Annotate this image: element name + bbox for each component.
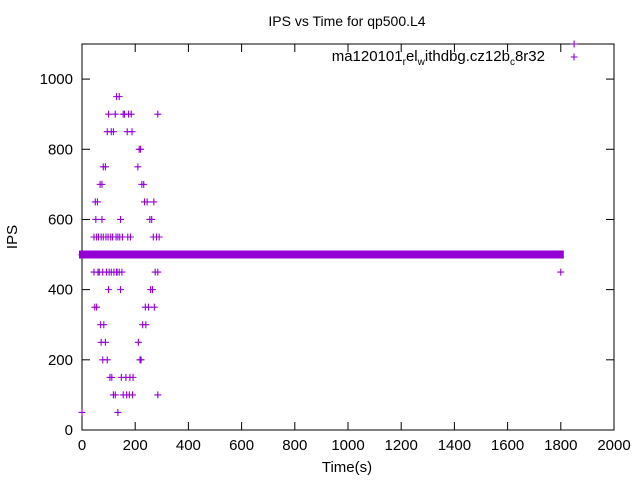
x-tick-label: 1000 [331, 437, 364, 454]
x-tick-label: 400 [176, 437, 201, 454]
data-point [105, 286, 113, 294]
data-point [137, 356, 145, 364]
data-point [557, 268, 565, 276]
data-point [98, 215, 106, 223]
x-tick-label: 600 [229, 437, 254, 454]
data-point [108, 373, 116, 381]
legend: ma120101relwithdbg.cz12bc8r32 [332, 48, 578, 68]
y-tick-label: 200 [48, 352, 73, 369]
data-point [118, 268, 126, 276]
data-point [78, 251, 86, 259]
y-tick-label: 0 [65, 422, 73, 439]
y-tick-label: 600 [48, 211, 73, 228]
x-tick-label: 800 [282, 437, 307, 454]
data-point [115, 93, 123, 101]
data-point [117, 215, 125, 223]
x-tick-label: 200 [123, 437, 148, 454]
data-point [148, 215, 156, 223]
data-point [129, 391, 137, 399]
data-point [114, 408, 122, 416]
data-point [154, 110, 162, 118]
data-point [98, 180, 106, 188]
x-axis: 0 200 400 600 800 1000 1200 1400 1600 1800 2000 [78, 44, 631, 454]
legend-marker [570, 53, 578, 61]
data-point [121, 251, 129, 259]
data-point [109, 128, 117, 136]
x-tick-label: 1200 [385, 437, 418, 454]
x-axis-label: Time(s) [322, 459, 372, 476]
data-point [127, 110, 135, 118]
data-point [148, 286, 156, 294]
data-point [126, 233, 134, 241]
data-point [92, 215, 100, 223]
data-point [111, 391, 119, 399]
x-tick-label: 1800 [544, 437, 577, 454]
x-tick-label: 0 [78, 437, 86, 454]
data-point [143, 198, 151, 206]
data-point [134, 163, 142, 171]
data-point [134, 338, 142, 346]
y-axis-label: IPS [4, 225, 21, 249]
data-point [155, 233, 163, 241]
legend-marker-symbol [570, 53, 578, 61]
x-tick-label: 1600 [491, 437, 524, 454]
data-point [145, 303, 152, 311]
data-point [103, 356, 111, 364]
data-point [101, 163, 109, 171]
data-point [115, 251, 123, 259]
legend-entry-label: ma120101relwithdbg.cz12bc8r32 [332, 48, 545, 68]
data-point [93, 303, 101, 311]
y-tick-label: 400 [48, 282, 73, 299]
data-point [128, 128, 136, 136]
data-point [78, 408, 86, 416]
y-axis: 0 200 400 600 800 1000 [40, 71, 614, 439]
data-point [93, 198, 101, 206]
data-point [154, 391, 162, 399]
x-tick-label: 2000 [597, 437, 630, 454]
series-points [78, 40, 578, 416]
data-point [142, 321, 150, 329]
data-point [150, 198, 158, 206]
chart-title: IPS vs Time for qp500.L4 [268, 13, 425, 29]
data-point [105, 110, 113, 118]
y-tick-label: 800 [48, 141, 73, 158]
x-tick-label: 1400 [438, 437, 471, 454]
data-point [111, 110, 119, 118]
y-tick-label: 1000 [40, 71, 73, 88]
data-point [140, 180, 148, 188]
data-point [154, 268, 162, 276]
data-point [137, 145, 145, 153]
data-point [150, 303, 158, 311]
data-point [117, 286, 125, 294]
data-point [570, 40, 578, 48]
data-point [100, 321, 108, 329]
data-point [89, 251, 97, 259]
data-point [101, 251, 109, 259]
data-point [129, 373, 137, 381]
data-point [101, 338, 109, 346]
